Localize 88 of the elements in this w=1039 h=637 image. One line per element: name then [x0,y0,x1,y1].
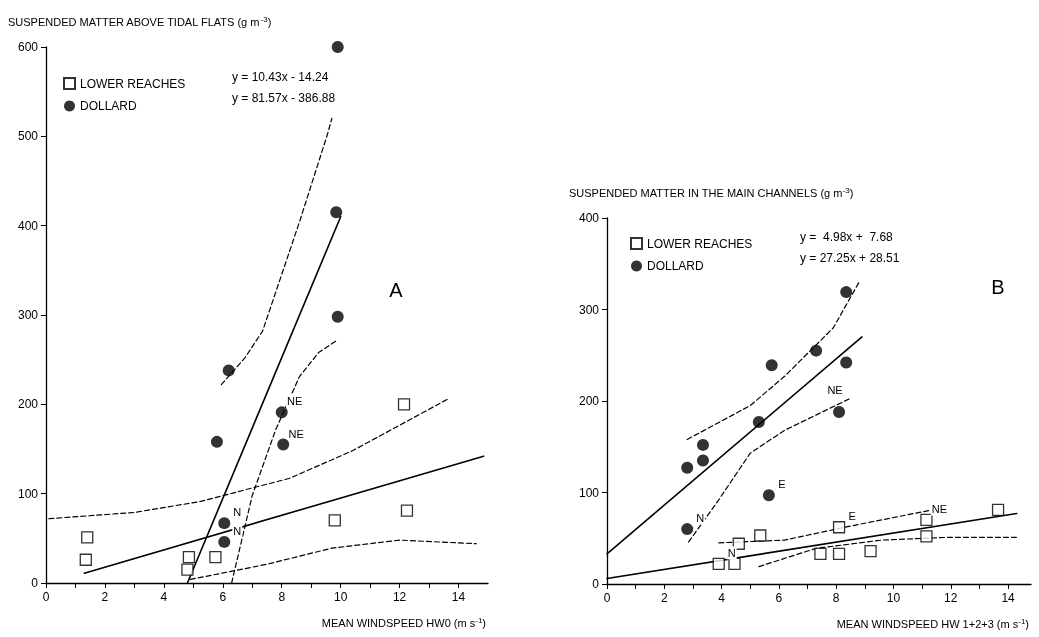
point [209,550,222,564]
x-tick-label: 8 [278,590,286,604]
line-series [686,281,860,441]
annotation: N [233,524,242,537]
annotation: N [696,512,705,525]
point [991,503,1005,517]
point [814,547,827,560]
point [79,553,92,566]
point [400,504,414,517]
x-tick-label: 14 [451,590,466,604]
y-tick-label: 100 [17,486,39,501]
point [696,438,709,451]
point [920,530,933,543]
point [832,547,846,560]
point [222,364,235,377]
annotation: N [233,506,242,519]
x-tick-label: 0 [603,591,611,605]
y-tick-label: 0 [31,576,39,590]
point [330,206,343,219]
point [696,454,709,467]
point [762,489,775,502]
x-tick-label: 14 [1001,591,1016,605]
x-tick-label: 4 [160,590,168,604]
x-tick-label: 0 [42,590,50,604]
point [728,557,741,571]
y-tick-label: 500 [17,129,39,144]
annotation: y = 4.98x + 7.68 [800,230,894,244]
point [328,514,341,527]
point [810,344,823,357]
annotation: N [727,546,736,559]
x-tick-label: 4 [718,591,726,605]
x-tick-label: 12 [944,591,958,605]
y-tick-label: 200 [17,397,39,412]
y-tick-label: 100 [578,485,600,500]
point [218,535,231,548]
point [81,531,94,544]
x-tick-label: 10 [886,591,901,605]
annotation: NE [287,395,303,408]
point [840,286,853,299]
point [833,405,846,418]
x-tick-label: 12 [392,590,407,604]
annotation: E [778,478,786,491]
y-tick-label: 400 [578,211,600,225]
annotation: NE [288,427,304,440]
x-tick-label: 6 [775,591,783,605]
y-tick-label: 400 [17,218,39,233]
annotation: NE [931,502,948,515]
x-tick-label: 2 [660,591,668,605]
annotation: B [991,276,1005,298]
point [832,521,846,534]
line-series [220,117,333,386]
x-tick-label: 2 [101,590,109,604]
point [864,544,877,558]
point [754,529,767,542]
point [218,517,231,530]
point [277,438,290,451]
legend-label: LOWER REACHES [647,236,753,251]
legend-label: DOLLARD [80,99,138,113]
legend-label: DOLLARD [647,259,705,273]
point [681,523,694,536]
legend-label: LOWER REACHES [80,76,186,91]
point [181,563,194,576]
point [752,416,765,429]
point [275,406,288,419]
y-tick-label: 300 [17,308,39,322]
y-tick-label: 600 [17,40,39,54]
annotation: A [389,279,404,301]
y-tick-label: 300 [578,302,600,317]
annotation: E [848,510,856,523]
annotation: y = 81.57x - 386.88 [232,91,336,105]
point [920,513,933,527]
point [765,359,778,372]
point [331,41,344,53]
point [331,310,344,323]
point [681,461,694,474]
annotation: y = 27.25x + 28.51 [800,251,900,265]
annotation: NE [827,383,843,396]
point [397,398,411,411]
y-tick-label: 200 [578,394,600,408]
y-tick-label: 0 [592,577,600,591]
annotation: y = 10.43x - 14.24 [232,70,329,84]
x-tick-label: 10 [333,590,348,604]
point [712,557,725,571]
point [210,435,223,448]
point [182,550,196,564]
point [840,356,853,369]
x-tick-label: 6 [219,590,227,604]
x-tick-label: 8 [832,591,840,605]
